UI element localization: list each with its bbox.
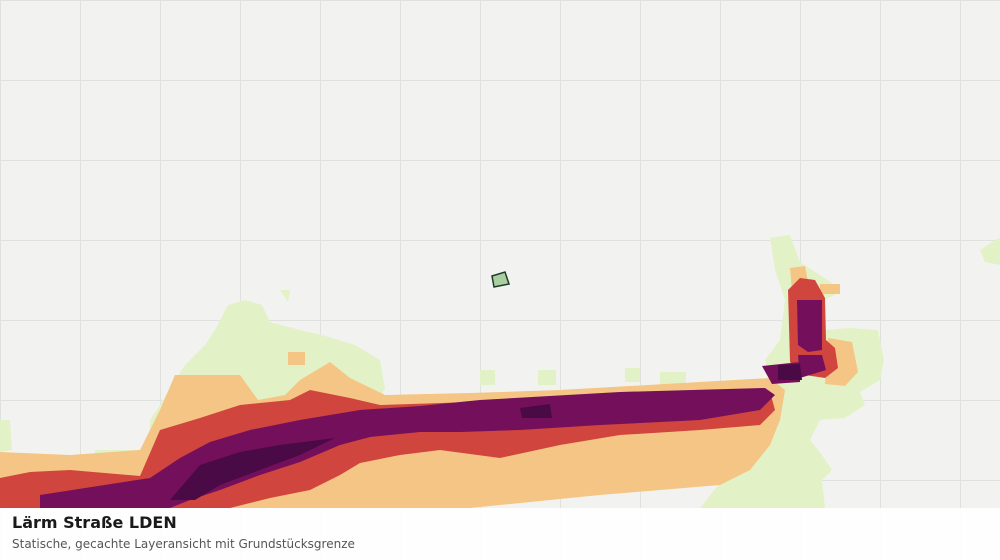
zone-extreme-east bbox=[778, 364, 802, 380]
noise-zone-extreme bbox=[170, 364, 802, 500]
zone-low-corner bbox=[0, 420, 12, 452]
zone-low-edge bbox=[980, 238, 1000, 265]
zone-extreme-west bbox=[170, 438, 335, 500]
zone-low-spots bbox=[280, 290, 686, 390]
caption-panel bbox=[0, 508, 1000, 560]
map-subtitle: Statische, gecachte Layeransicht mit Gru… bbox=[12, 537, 355, 551]
map-title: Lärm Straße LDEN bbox=[12, 513, 177, 532]
zone-extreme-mid bbox=[520, 404, 552, 418]
zone-very-high-vertical bbox=[762, 300, 826, 384]
zone-medium-spots bbox=[288, 266, 858, 386]
parcel-boundary[interactable] bbox=[491, 271, 510, 288]
